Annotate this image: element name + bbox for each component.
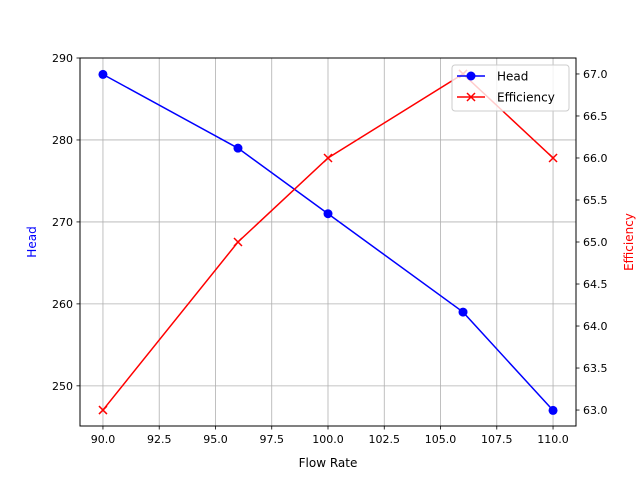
y-axis-left-label: Head [25, 226, 39, 257]
legend-head-marker-icon [466, 71, 476, 81]
y-tick-label: 250 [52, 380, 73, 393]
y-tick-label: 290 [52, 52, 73, 65]
y-tick-label: 260 [52, 298, 73, 311]
data-point-circle-icon [458, 307, 468, 317]
x-axis-label: Flow Rate [299, 456, 358, 470]
legend-head-label: Head [497, 70, 528, 84]
x-tick-label: 97.5 [259, 433, 284, 446]
x-tick-label: 95.0 [203, 433, 228, 446]
x-tick-label: 92.5 [147, 433, 172, 446]
data-point-x-icon [233, 237, 243, 247]
legend-efficiency-marker-icon [466, 92, 476, 102]
y2-tick-label: 65.0 [583, 236, 608, 249]
y-axis-left-ticks: 250 260 270 280 290 [52, 52, 80, 393]
y2-tick-label: 63.5 [583, 362, 608, 375]
series-head [98, 69, 558, 415]
y2-tick-label: 64.5 [583, 278, 608, 291]
y2-tick-label: 63.0 [583, 404, 608, 417]
data-point-circle-icon [323, 209, 333, 219]
y-tick-label: 270 [52, 216, 73, 229]
x-tick-label: 90.0 [91, 433, 116, 446]
x-tick-label: 100.0 [312, 433, 344, 446]
legend: Head Efficiency [451, 64, 570, 112]
x-tick-label: 105.0 [425, 433, 457, 446]
y2-tick-label: 65.5 [583, 194, 608, 207]
data-point-circle-icon [548, 405, 558, 415]
y-axis-right-label: Efficiency [622, 213, 636, 271]
data-point-x-icon [98, 405, 108, 415]
legend-efficiency-label: Efficiency [497, 91, 555, 105]
y-axis-right-ticks: 63.0 63.5 64.0 64.5 65.0 65.5 66.0 66.5 67.0 [576, 68, 608, 417]
data-point-x-icon [548, 153, 558, 163]
data-point-circle-icon [98, 69, 108, 79]
x-tick-label: 110.0 [537, 433, 569, 446]
data-point-circle-icon [233, 143, 243, 153]
y-tick-label: 280 [52, 134, 73, 147]
data-point-x-icon [323, 153, 333, 163]
x-tick-label: 102.5 [369, 433, 401, 446]
x-axis-ticks: 90.0 92.5 95.0 97.5 100.0 102.5 105.0 107.5 110.… [91, 426, 569, 446]
x-tick-label: 107.5 [481, 433, 513, 446]
y2-tick-label: 67.0 [583, 68, 608, 81]
y2-tick-label: 66.5 [583, 110, 608, 123]
y2-tick-label: 66.0 [583, 152, 608, 165]
y2-tick-label: 64.0 [583, 320, 608, 333]
